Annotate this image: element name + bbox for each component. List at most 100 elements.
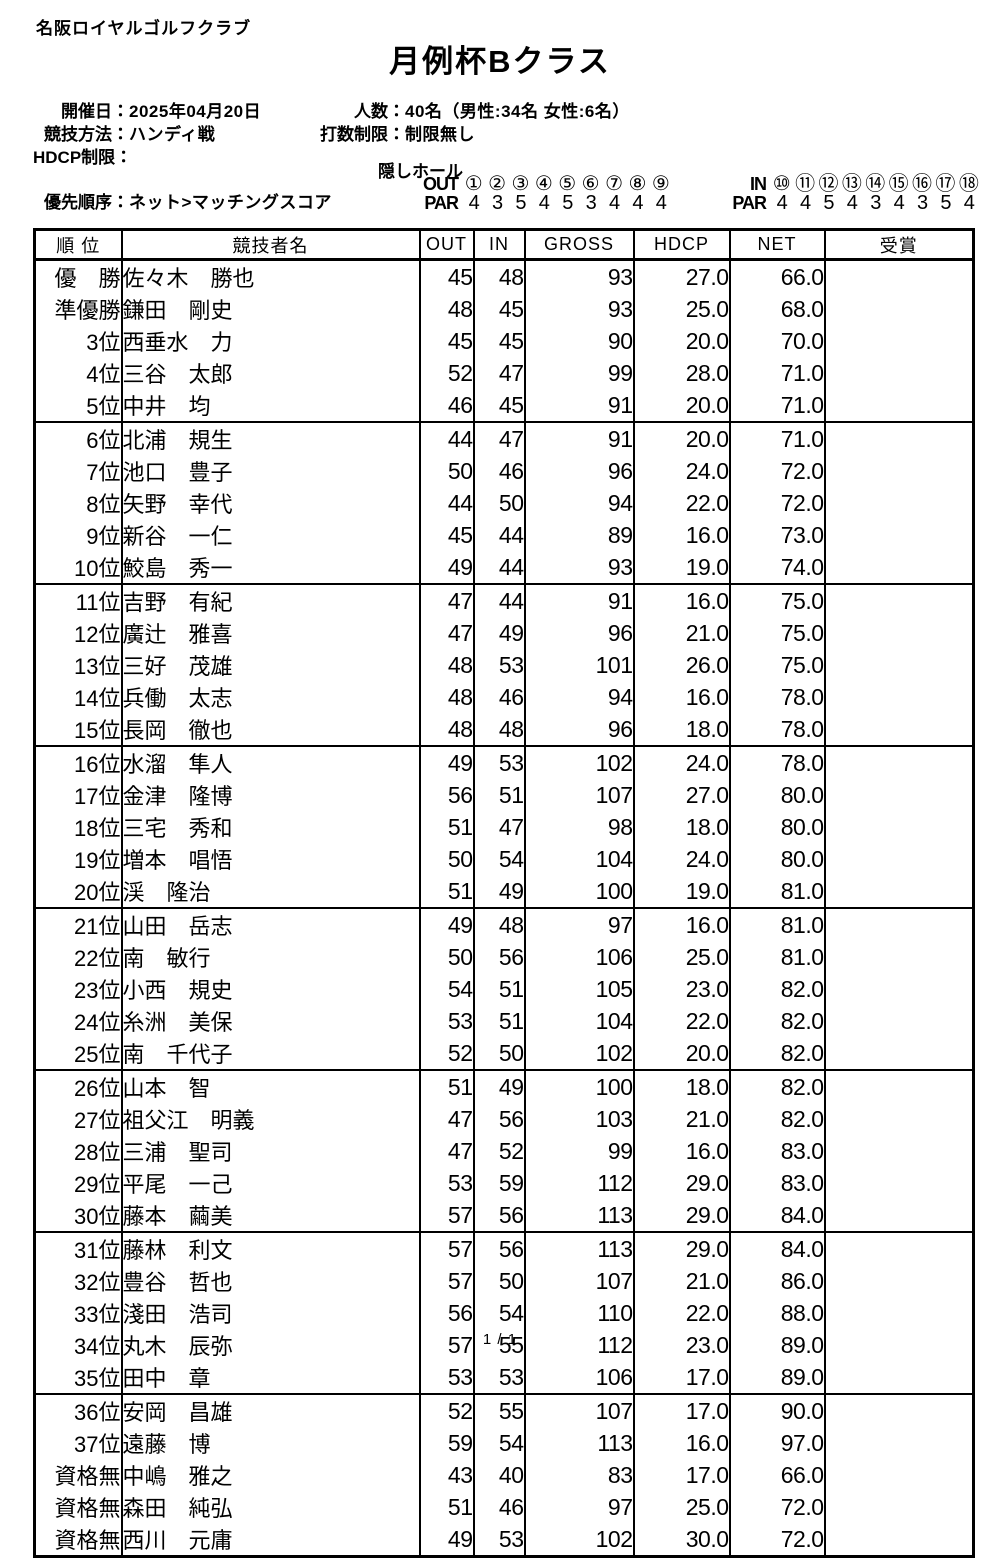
hidden-holes-out: OUT ① ② ③ ④ ⑤ ⑥ ⑦ ⑧ ⑨ PAR 4 3 5 4 5 3 4 4 4	[410, 173, 673, 214]
hole-number: ⑥	[581, 173, 600, 195]
award-cell	[824, 1427, 975, 1459]
net-cell: 97.0	[729, 1427, 826, 1459]
hdcp-cell: 22.0	[633, 487, 731, 519]
net-cell: 81.0	[729, 875, 826, 908]
in-score-cell: 55	[473, 1393, 526, 1427]
hdcp-cell: 20.0	[633, 1037, 731, 1070]
award-cell	[824, 1491, 975, 1523]
par-value: 5	[940, 192, 951, 214]
table-row: 36位 安岡 昌雄 52 55 107 17.0 90.0	[34, 1393, 975, 1427]
gross-score-cell: 106	[524, 1361, 635, 1394]
hdcp-limit: HDCP制限：	[33, 143, 132, 168]
gross-score-cell: 106	[524, 941, 635, 973]
hdcp-cell: 20.0	[633, 389, 731, 422]
table-row: 34位 丸木 辰弥 57 55 112 23.0 89.0	[34, 1329, 975, 1361]
rank-cell: 6位	[34, 421, 123, 455]
out-score-cell: 44	[419, 421, 475, 455]
par-value: 4	[800, 192, 811, 214]
net-cell: 72.0	[729, 455, 826, 487]
hdcp-cell: 24.0	[633, 843, 731, 875]
player-name-cell: 藤本 繭美	[121, 1199, 421, 1232]
award-cell	[824, 907, 975, 941]
in-par-row: PAR 4 4 5 4 3 4 3 5 4	[718, 192, 981, 214]
hdcp-cell: 27.0	[633, 779, 731, 811]
player-name-cell: 三谷 太郎	[121, 357, 421, 389]
award-cell	[824, 357, 975, 389]
award-cell	[824, 1103, 975, 1135]
rank-cell: 32位	[34, 1265, 123, 1297]
in-score-cell: 53	[473, 1523, 526, 1557]
table-row: 14位 兵働 太志 48 46 94 16.0 78.0	[34, 681, 975, 713]
gross-score-cell: 107	[524, 779, 635, 811]
gross-score-cell: 104	[524, 843, 635, 875]
out-par-row: PAR 4 3 5 4 5 3 4 4 4	[410, 192, 673, 214]
table-row: 優 勝 佐々木 勝也 45 48 93 27.0 66.0	[34, 259, 975, 293]
hdcp-cell: 21.0	[633, 1265, 731, 1297]
player-name-cell: 遠藤 博	[121, 1427, 421, 1459]
gross-score-cell: 93	[524, 293, 635, 325]
header-net: NET	[729, 229, 826, 261]
out-score-cell: 51	[419, 1069, 475, 1103]
rank-cell: 21位	[34, 907, 123, 941]
hdcp-cell: 29.0	[633, 1167, 731, 1199]
rank-cell: 29位	[34, 1167, 123, 1199]
in-score-cell: 50	[473, 1265, 526, 1297]
hdcp-cell: 20.0	[633, 325, 731, 357]
hidden-holes-label: 隠しホール	[378, 162, 463, 181]
hdcp-cell: 22.0	[633, 1005, 731, 1037]
hdcp-cell: 24.0	[633, 745, 731, 779]
gross-score-cell: 90	[524, 325, 635, 357]
gross-score-cell: 96	[524, 713, 635, 746]
player-count: 人数：40名（男性:34名 女性:6名）	[240, 97, 630, 122]
out-score-cell: 49	[419, 551, 475, 584]
award-cell	[824, 1297, 975, 1329]
player-name-cell: 南 千代子	[121, 1037, 421, 1070]
out-score-cell: 48	[419, 713, 475, 746]
hdcp-cell: 25.0	[633, 1491, 731, 1523]
award-cell	[824, 941, 975, 973]
in-score-cell: 55	[473, 1329, 526, 1361]
stroke-limit-value: 制限無し	[405, 125, 475, 144]
in-score-cell: 45	[473, 293, 526, 325]
rank-cell: 15位	[34, 713, 123, 746]
net-cell: 83.0	[729, 1167, 826, 1199]
player-name-cell: 佐々木 勝也	[121, 259, 421, 293]
in-score-cell: 47	[473, 357, 526, 389]
event-date-label: 開催日：	[61, 102, 129, 121]
hdcp-cell: 23.0	[633, 973, 731, 1005]
rank-cell: 35位	[34, 1361, 123, 1394]
net-cell: 89.0	[729, 1361, 826, 1394]
player-name-cell: 淺田 浩司	[121, 1297, 421, 1329]
out-score-cell: 45	[419, 259, 475, 293]
par-value: 4	[468, 192, 480, 214]
out-score-cell: 52	[419, 1037, 475, 1070]
gross-score-cell: 102	[524, 745, 635, 779]
award-cell	[824, 779, 975, 811]
par-value: 4	[655, 192, 667, 214]
hdcp-cell: 27.0	[633, 259, 731, 293]
in-holes-row: IN ⑩ ⑪ ⑫ ⑬ ⑭ ⑮ ⑯ ⑰ ⑱	[718, 174, 981, 194]
out-holes-row: OUT ① ② ③ ④ ⑤ ⑥ ⑦ ⑧ ⑨	[410, 173, 673, 195]
player-name-cell: 小西 規史	[121, 973, 421, 1005]
out-score-cell: 49	[419, 1523, 475, 1557]
out-label: OUT	[423, 174, 459, 194]
out-score-cell: 57	[419, 1265, 475, 1297]
out-score-cell: 47	[419, 583, 475, 617]
player-name-cell: 矢野 幸代	[121, 487, 421, 519]
gross-score-cell: 99	[524, 357, 635, 389]
in-score-cell: 49	[473, 617, 526, 649]
in-score-cell: 46	[473, 681, 526, 713]
in-score-cell: 40	[473, 1459, 526, 1491]
priority-order-label: 優先順序：	[44, 193, 129, 212]
rank-cell: 9位	[34, 519, 123, 551]
gross-score-cell: 99	[524, 1135, 635, 1167]
net-cell: 81.0	[729, 941, 826, 973]
rank-cell: 31位	[34, 1231, 123, 1265]
player-name-cell: 森田 純弘	[121, 1491, 421, 1523]
par-value: 5	[823, 192, 834, 214]
table-row: 25位 南 千代子 52 50 102 20.0 82.0	[34, 1037, 975, 1070]
header-out: OUT	[419, 229, 475, 261]
award-cell	[824, 713, 975, 746]
in-score-cell: 45	[473, 325, 526, 357]
